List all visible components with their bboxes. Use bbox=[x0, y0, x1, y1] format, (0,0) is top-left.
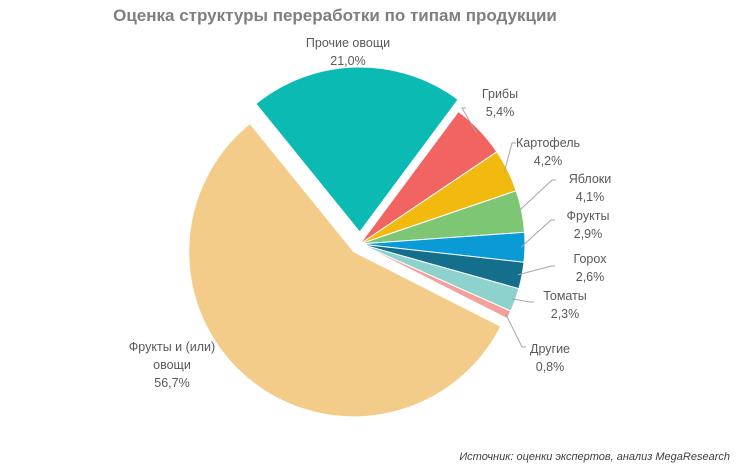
leader-line bbox=[517, 265, 555, 276]
leader-line bbox=[504, 312, 526, 348]
leader-line bbox=[503, 142, 516, 173]
data-label: Фрукты 2,9% bbox=[567, 207, 610, 243]
value-label: 4,1% bbox=[575, 190, 605, 204]
data-label: Томаты 2,3% bbox=[543, 287, 587, 323]
leader-line bbox=[461, 107, 477, 134]
value-label: 21,0% bbox=[330, 54, 366, 68]
data-label: Картофель 4,2% bbox=[516, 134, 580, 170]
data-label: Фрукты и (или) овощи 56,7% bbox=[117, 338, 227, 392]
category-label: Горох bbox=[573, 252, 607, 266]
value-label: 2,9% bbox=[573, 227, 603, 241]
data-label: Прочие овощи 21,0% bbox=[306, 34, 390, 70]
leader-line bbox=[511, 298, 534, 303]
category-label: Фрукты bbox=[566, 209, 610, 223]
data-label: Другие 0,8% bbox=[530, 340, 570, 376]
value-label: 2,6% bbox=[575, 270, 605, 284]
value-label: 5,4% bbox=[485, 105, 515, 119]
pie-slice bbox=[188, 122, 502, 418]
pie-slice bbox=[255, 66, 459, 233]
source-note: Источник: оценки экспертов, анализ MegaR… bbox=[459, 451, 730, 463]
category-label: Другие bbox=[529, 342, 571, 356]
chart-title: Оценка структуры переработки по типам пр… bbox=[113, 6, 557, 25]
category-label: Томаты bbox=[543, 289, 587, 303]
category-label: Картофель bbox=[515, 136, 581, 150]
value-label: 4,2% bbox=[533, 154, 563, 168]
value-label: 56,7% bbox=[154, 376, 190, 390]
category-label: Грибы bbox=[481, 87, 519, 101]
category-label: Фрукты и (или) овощи bbox=[128, 340, 216, 372]
leader-line bbox=[517, 179, 556, 213]
value-label: 2,3% bbox=[550, 307, 580, 321]
pie-slice bbox=[359, 243, 512, 320]
data-label: Горох 2,6% bbox=[574, 250, 607, 286]
category-label: Яблоки bbox=[568, 172, 612, 186]
data-label: Грибы 5,4% bbox=[482, 85, 518, 121]
leader-line bbox=[520, 219, 555, 248]
category-label: Прочие овощи bbox=[305, 36, 391, 50]
data-label: Яблоки 4,1% bbox=[569, 170, 611, 206]
value-label: 0,8% bbox=[535, 360, 565, 374]
